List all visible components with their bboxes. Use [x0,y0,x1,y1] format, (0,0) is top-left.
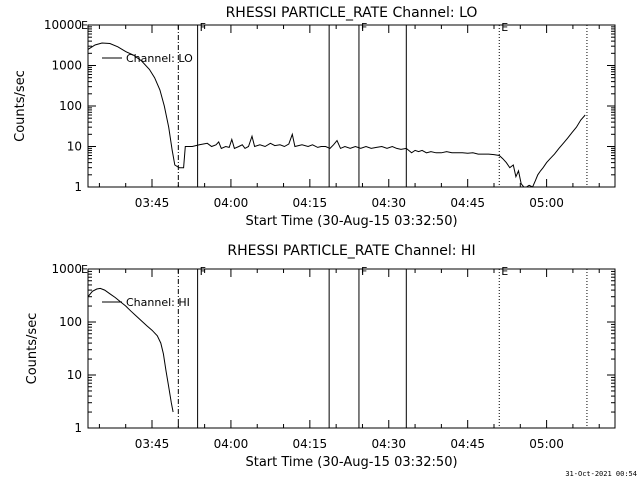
x-tick-label: 04:00 [214,437,249,451]
footer-timestamp: 31-Oct-2021 00:54 [565,470,637,478]
chart-title: RHESSI PARTICLE_RATE Channel: LO [226,5,478,21]
y-tick-label: 1 [74,180,82,194]
x-tick-label: 04:45 [450,196,485,210]
plot-frame [87,268,616,429]
event-marker-label: E [501,265,508,278]
plot-frame [87,24,616,188]
x-tick-label: 04:30 [371,196,406,210]
y-tick-label: 100 [59,315,82,329]
y-tick-label: 100 [59,99,82,113]
chart-title: RHESSI PARTICLE_RATE Channel: HI [227,243,475,259]
x-tick-label: 04:30 [371,437,406,451]
hi-channel-panel: RHESSI PARTICLE_RATE Channel: HI Start T… [25,243,616,470]
y-tick-label: 1 [74,421,82,435]
legend-label: Channel: LO [126,52,193,65]
x-tick-label: 04:15 [293,437,328,451]
corner-marker-label: E [81,19,88,32]
x-axis-label: Start Time (30-Aug-15 03:32:50) [245,214,457,229]
x-tick-label: 04:45 [450,437,485,451]
x-tick-label: 03:45 [135,437,170,451]
corner-marker-label: E [81,263,88,276]
y-tick-label: 10000 [44,18,82,32]
event-marker-label: E [501,21,508,34]
y-tick-label: 1000 [51,59,82,73]
y-axis-label: Counts/sec [13,70,28,142]
x-tick-label: 05:00 [529,196,564,210]
x-tick-label: 04:15 [293,196,328,210]
x-tick-label: 04:00 [214,196,249,210]
y-tick-label: 10 [67,140,82,154]
event-marker-label: F [200,21,206,34]
event-marker-label: F [200,265,206,278]
y-tick-label: 10 [67,368,82,382]
event-marker-label: F [361,21,367,34]
event-marker-label: F [361,265,367,278]
legend-label: Channel: HI [126,296,190,309]
x-axis-label: Start Time (30-Aug-15 03:32:50) [245,455,457,470]
y-tick-label: 1000 [51,262,82,276]
y-axis-label: Counts/sec [25,313,40,385]
lo-channel-panel: RHESSI PARTICLE_RATE Channel: LO Start T… [13,5,616,229]
x-tick-label: 03:45 [135,196,170,210]
series-line [87,287,174,413]
x-tick-label: 05:00 [529,437,564,451]
series-line [87,42,586,188]
